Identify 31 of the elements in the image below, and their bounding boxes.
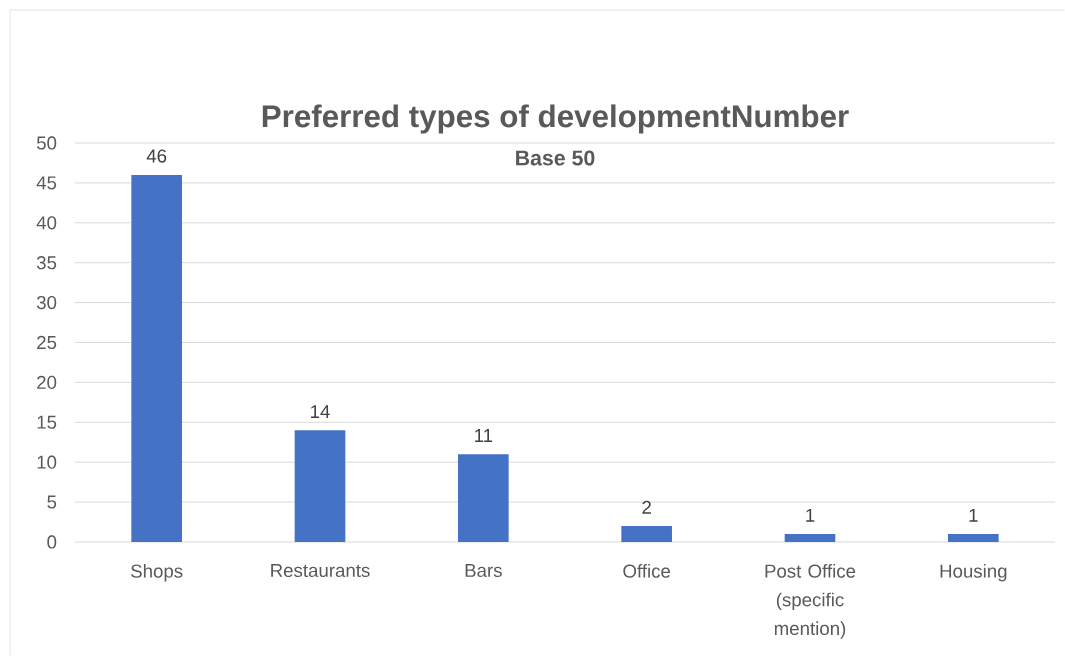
chart-title: Preferred types of developmentNumber — [262, 104, 849, 134]
y-tick-label: 40 — [36, 216, 57, 230]
y-tick-label: 45 — [36, 176, 57, 190]
y-tick-label: 20 — [37, 375, 57, 389]
x-tick-label: Bars — [465, 564, 502, 578]
data-label: 1 — [969, 508, 978, 522]
bar — [294, 430, 346, 542]
data-label: 46 — [146, 149, 167, 163]
y-tick-label: 0 — [47, 535, 57, 549]
bar — [784, 534, 836, 542]
data-label: 14 — [311, 405, 330, 418]
x-tick-label: Restaurants — [271, 564, 370, 578]
y-tick-label: 30 — [36, 295, 57, 310]
bar — [621, 526, 672, 542]
data-label: 1 — [806, 508, 815, 522]
data-label: 2 — [642, 500, 651, 514]
y-tick-label: 10 — [37, 455, 57, 469]
y-tick-label: 35 — [36, 256, 57, 270]
bar — [458, 454, 509, 542]
x-tick-label: Post Office (specific mention) — [765, 564, 856, 639]
y-tick-label: 25 — [37, 335, 57, 350]
y-tick-label: 5 — [47, 495, 57, 509]
x-tick-label: Office — [623, 564, 671, 578]
x-tick-label: Housing — [940, 564, 1007, 582]
chart-subtitle: Base 50 — [516, 150, 595, 166]
y-tick-label: 15 — [37, 415, 57, 429]
data-label: 11 — [475, 429, 493, 442]
bar — [131, 174, 182, 542]
bar — [948, 534, 999, 542]
x-tick-label: Shops — [131, 564, 183, 582]
y-tick-label: 50 — [36, 136, 57, 150]
